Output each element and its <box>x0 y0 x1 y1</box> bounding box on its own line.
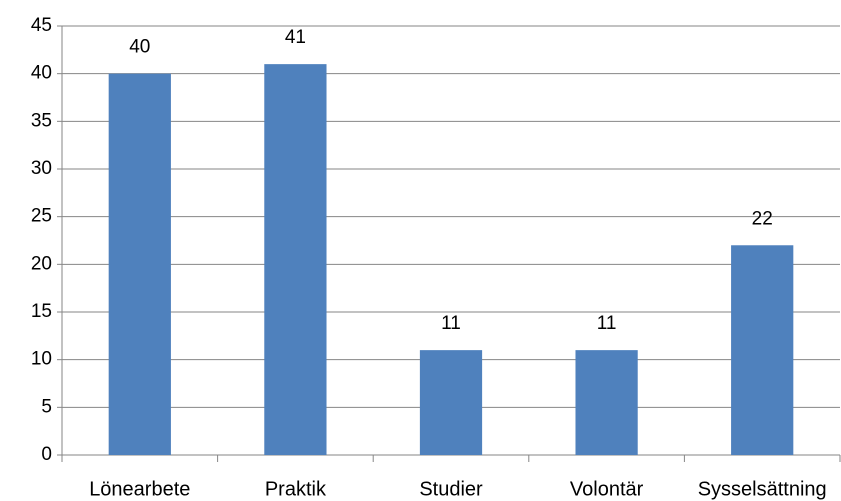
y-tick-label: 10 <box>31 349 52 370</box>
y-tick-label: 25 <box>31 206 52 227</box>
data-label: 22 <box>752 208 773 229</box>
data-label: 11 <box>597 313 617 334</box>
x-tick-label: Sysselsättning <box>698 478 827 500</box>
y-tick-label: 40 <box>31 63 52 84</box>
bar <box>731 245 794 455</box>
bar <box>264 64 327 455</box>
y-tick-label: 0 <box>41 444 52 465</box>
y-tick-label: 35 <box>31 110 52 131</box>
bar <box>419 350 483 455</box>
x-tick-label: Studier <box>419 478 483 500</box>
x-tick-label: Praktik <box>265 478 327 500</box>
x-tick-label: Lönearbete <box>89 478 190 500</box>
y-tick-label: 20 <box>31 253 52 274</box>
data-label: 40 <box>129 37 150 58</box>
y-tick-label: 5 <box>41 396 52 417</box>
bar <box>575 350 638 455</box>
x-tick-label: Volontär <box>570 478 644 500</box>
y-tick-label: 15 <box>31 301 52 322</box>
y-tick-label: 45 <box>31 15 52 36</box>
y-tick-label: 30 <box>31 158 52 179</box>
bar <box>108 73 171 456</box>
data-label: 41 <box>285 27 306 48</box>
data-label: 11 <box>441 313 461 334</box>
